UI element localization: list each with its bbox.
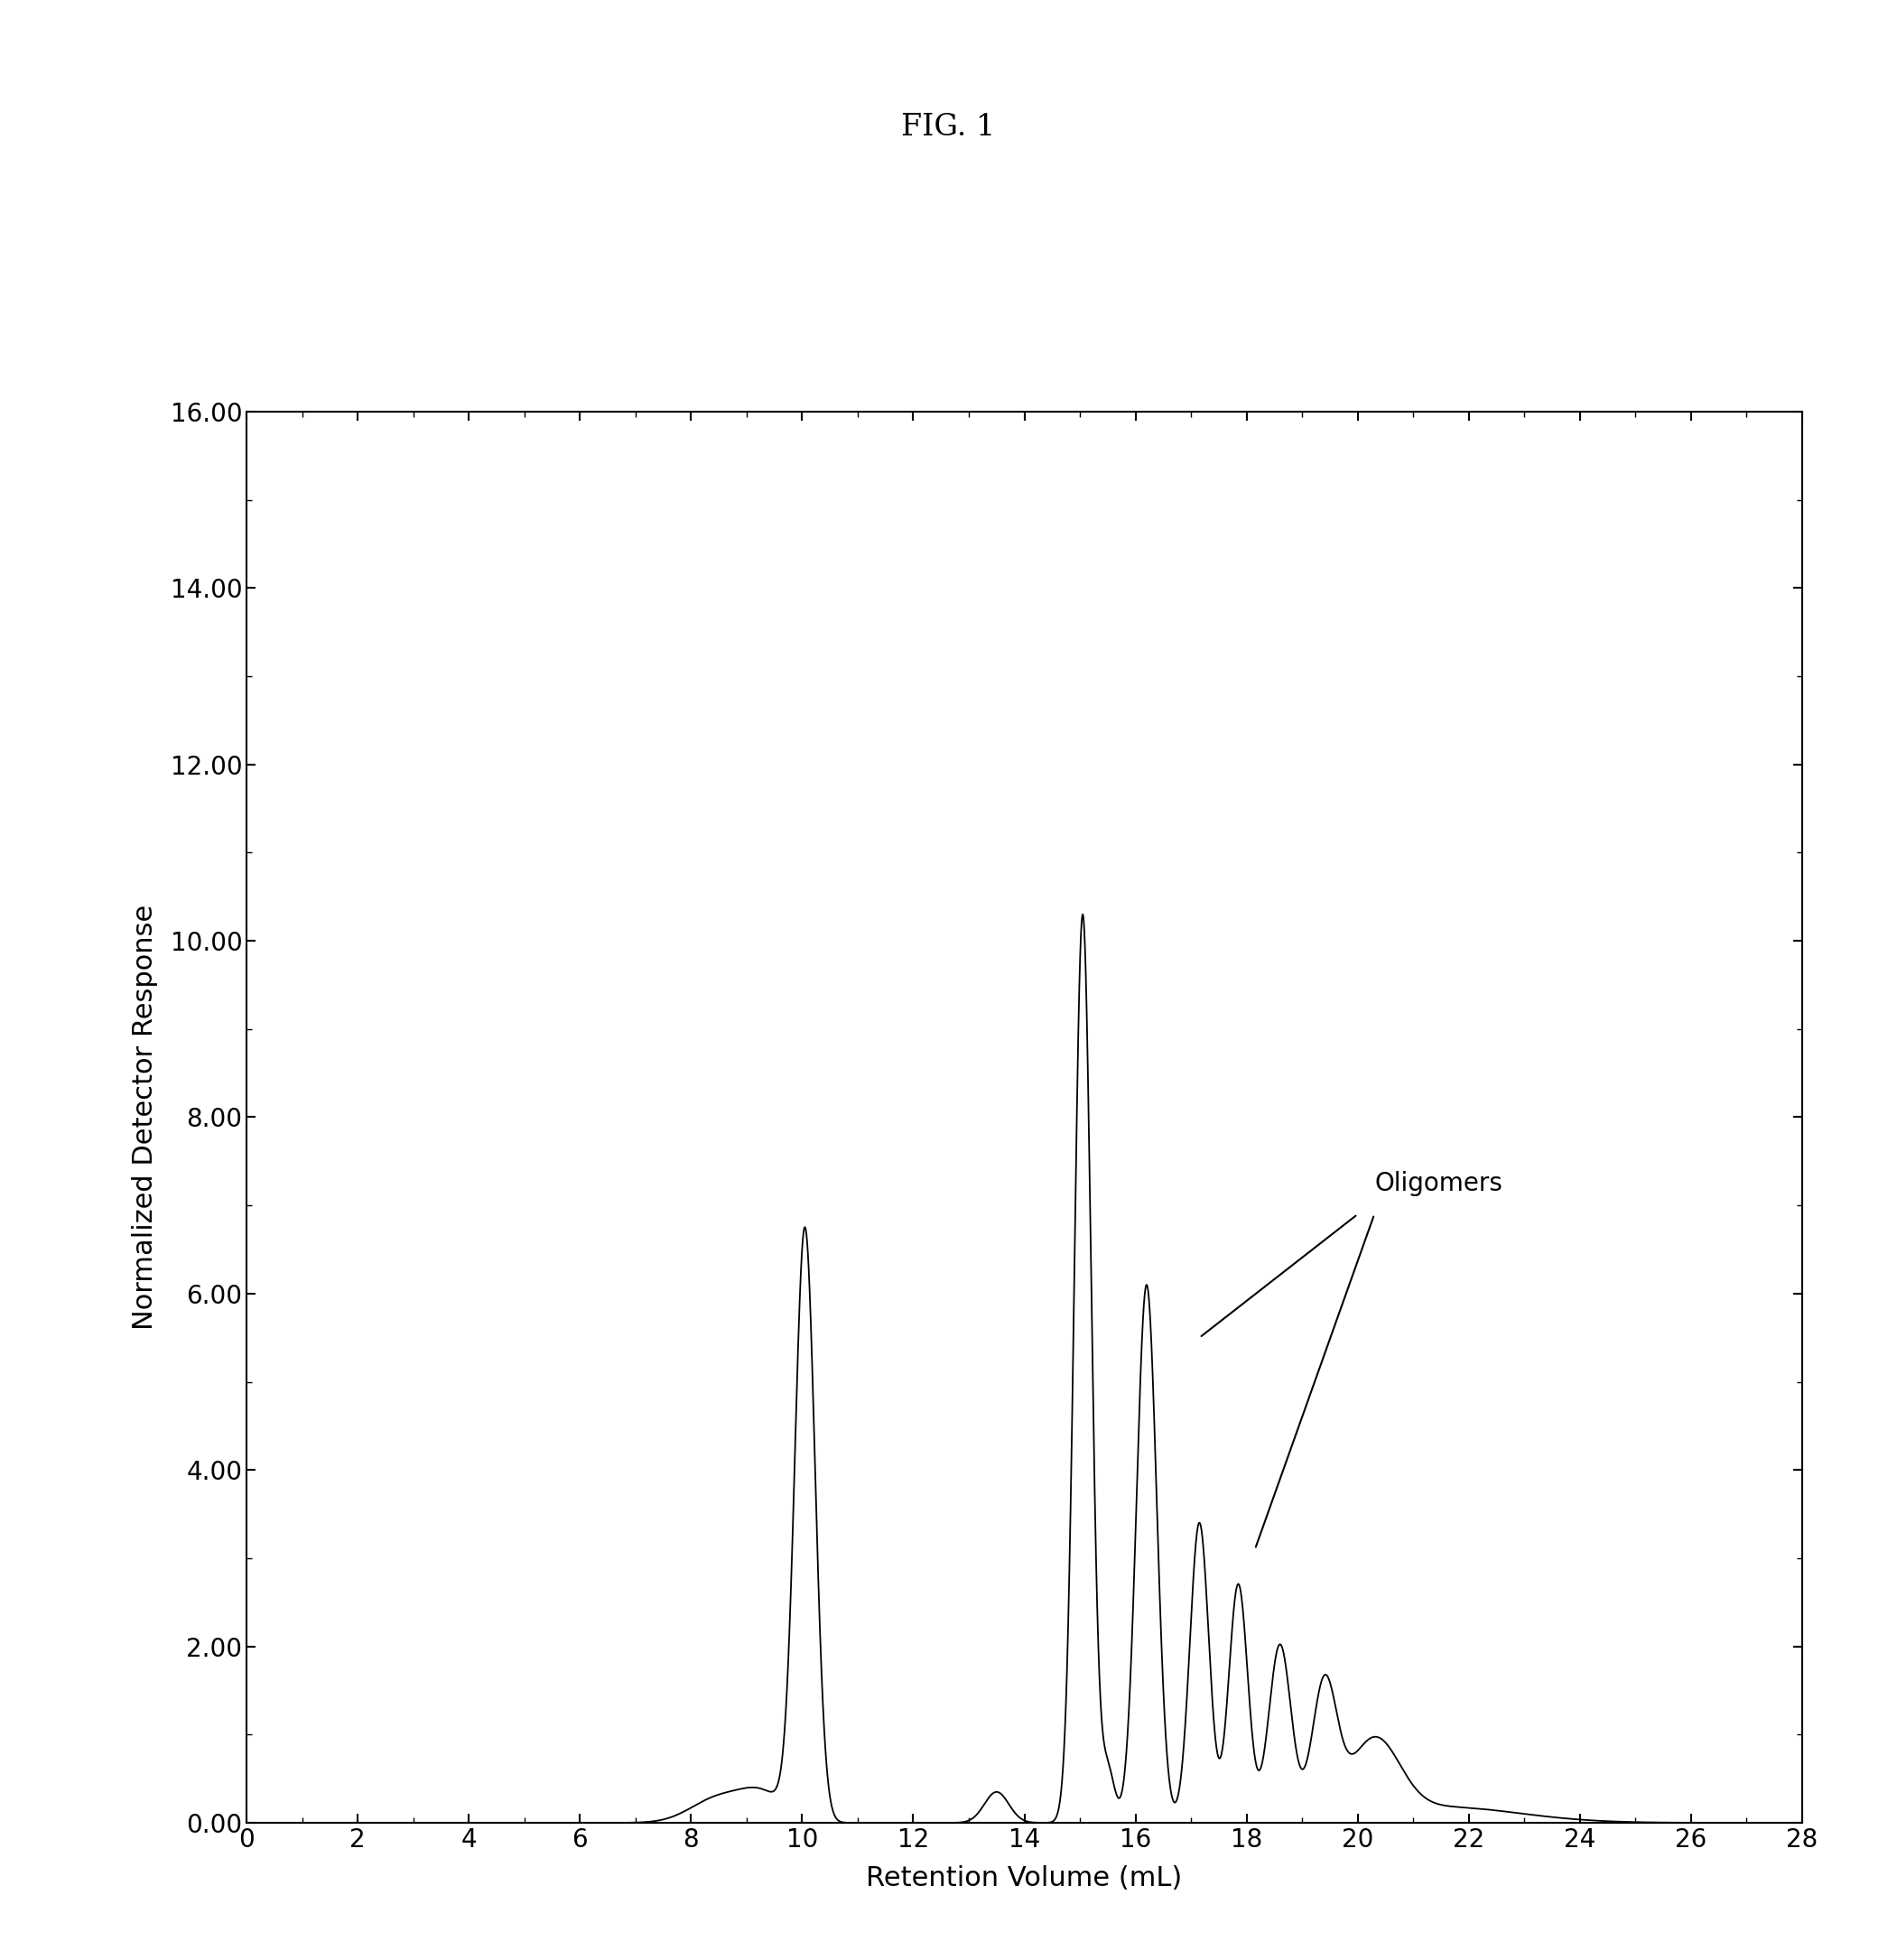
Y-axis label: Normalized Detector Response: Normalized Detector Response bbox=[131, 904, 157, 1331]
Text: FIG. 1: FIG. 1 bbox=[901, 114, 996, 141]
X-axis label: Retention Volume (mL): Retention Volume (mL) bbox=[867, 1866, 1182, 1891]
Text: Oligomers: Oligomers bbox=[1373, 1172, 1502, 1196]
